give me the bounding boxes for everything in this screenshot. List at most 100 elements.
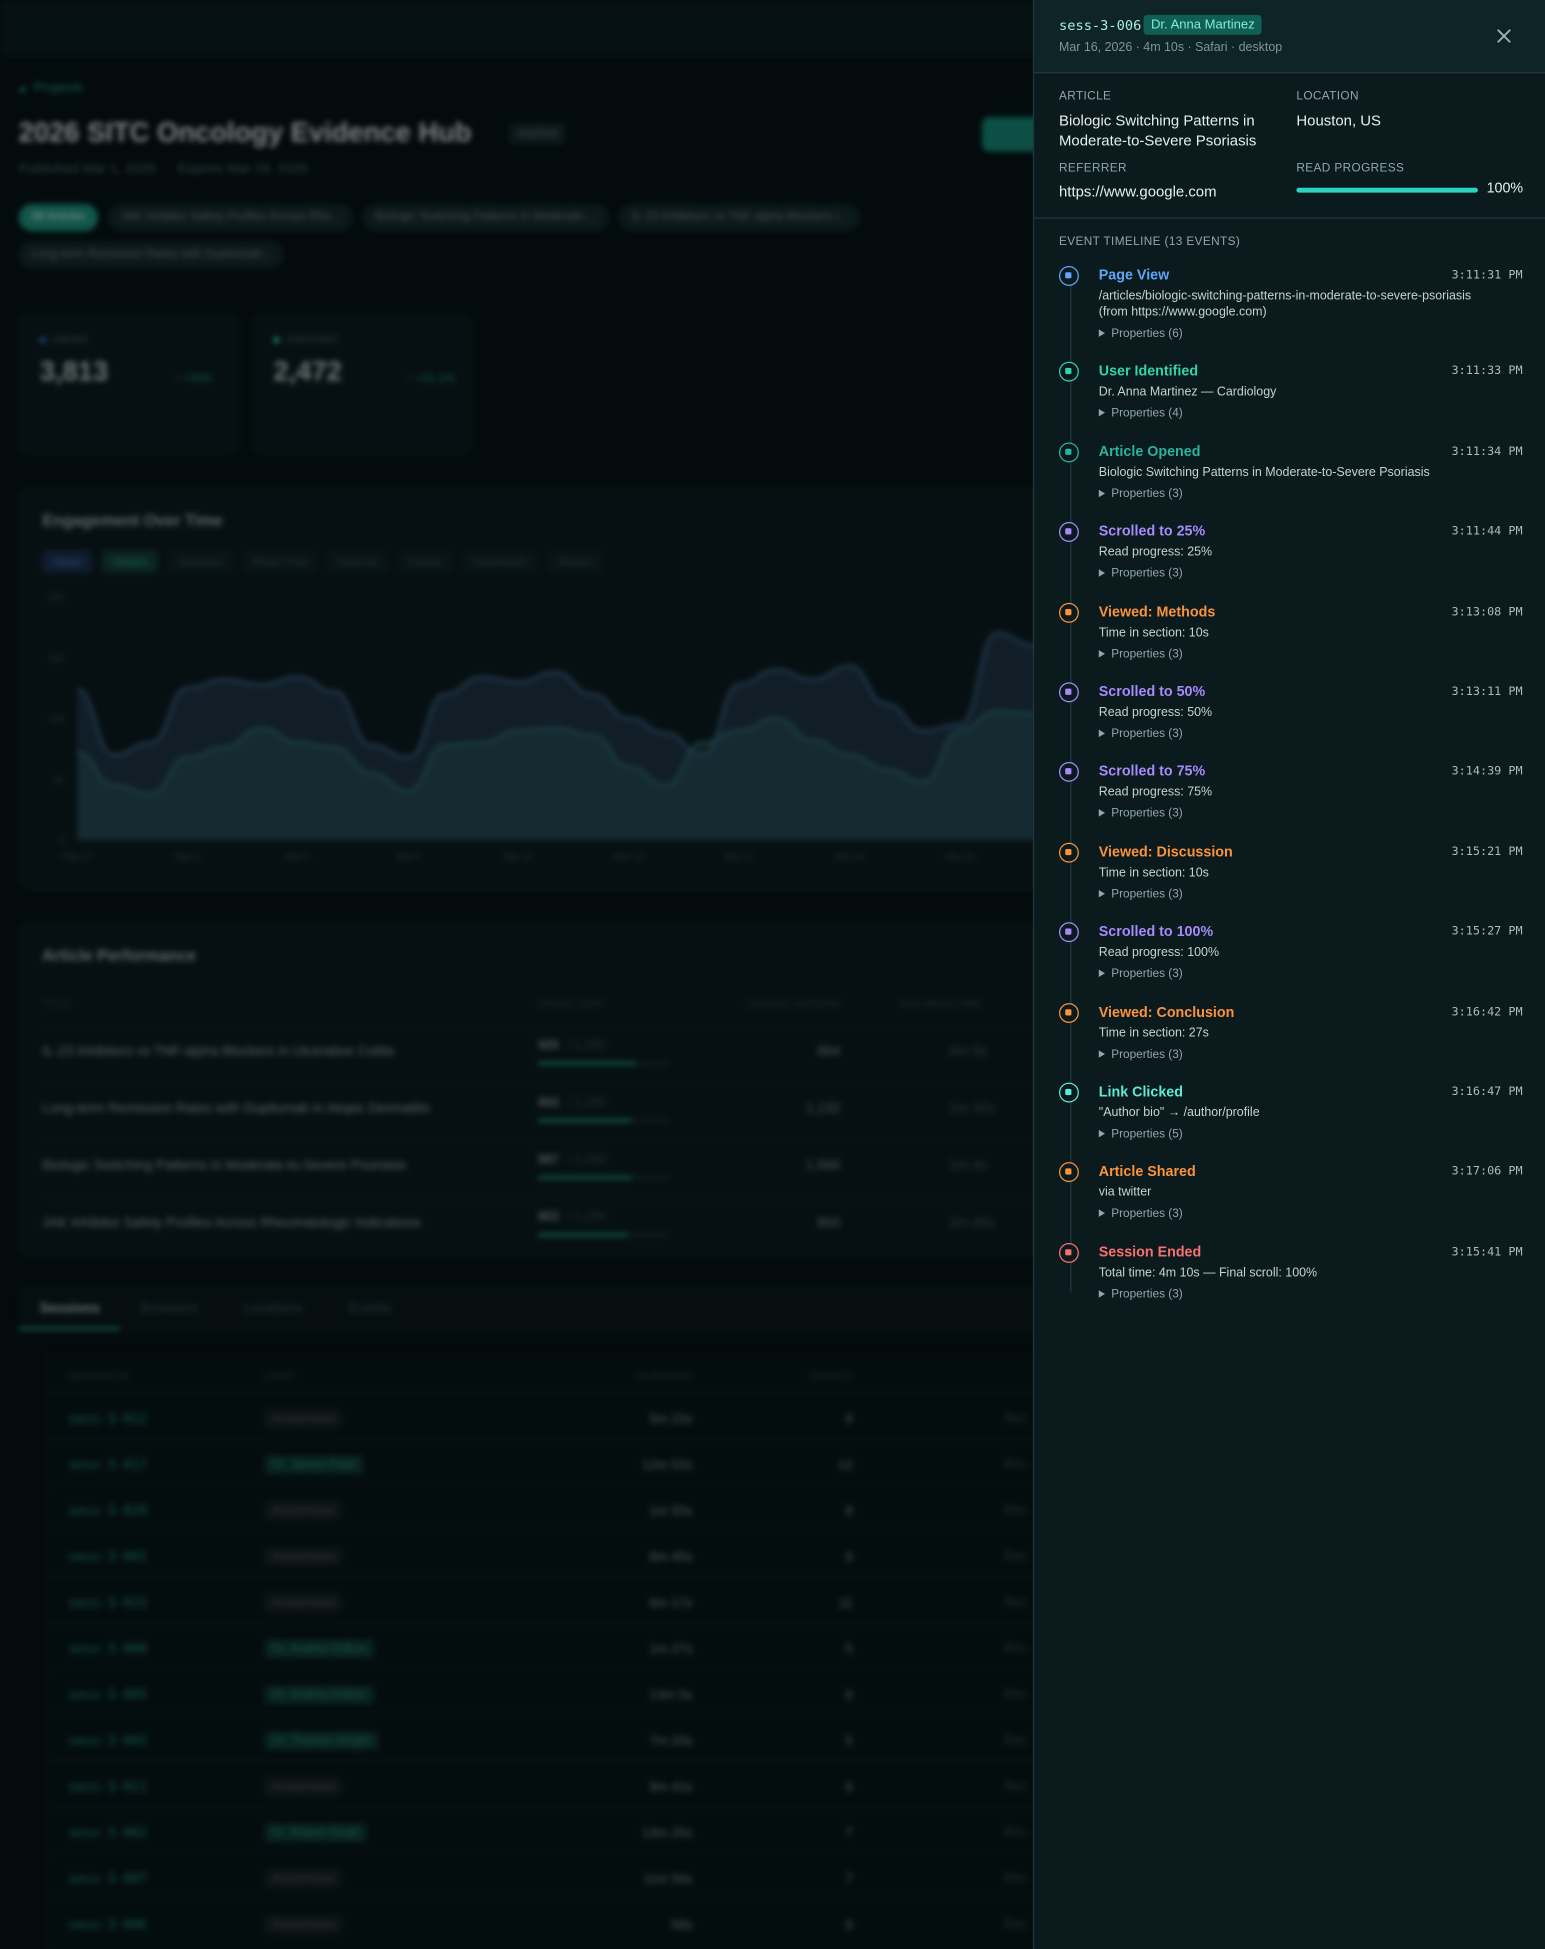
- event-name: Link Clicked: [1098, 1085, 1183, 1100]
- breadcrumb[interactable]: Projects: [33, 80, 83, 96]
- timeline-event: Viewed: Methods 3:13:08 PM Time in section…: [1034, 602, 1545, 662]
- event-properties[interactable]: Properties (6): [1099, 326, 1523, 342]
- session-recording: Rec: [1004, 1779, 1027, 1794]
- field-value: Houston, US: [1296, 111, 1381, 130]
- session-recording: Rec: [1004, 1412, 1027, 1426]
- tab[interactable]: Sessions: [39, 1301, 100, 1317]
- session-user: Dr. Robert Singh: [264, 1823, 367, 1843]
- chart-toggle[interactable]: Views: [42, 550, 92, 574]
- chart-toggle[interactable]: Visitors: [101, 550, 159, 574]
- filter-chip[interactable]: JAK Inhibitor Safety Profiles Across Rhe…: [107, 203, 353, 232]
- filter-chip[interactable]: Long-term Remission Rates with Dupilumab…: [18, 241, 284, 269]
- session-duration: 1m 27s: [649, 1641, 693, 1657]
- session-panel: sess-3-006 Dr. Anna Martinez Mar 16, 202…: [1032, 0, 1545, 1949]
- event-properties[interactable]: Properties (4): [1099, 406, 1523, 422]
- filter-chip[interactable]: Biologic Switching Patterns in Moderate-…: [362, 203, 610, 232]
- date-text: Published Mar 1, 2026: [18, 161, 156, 177]
- event-detail: Total time: 4m 10s — Final scroll: 100%: [1099, 1265, 1523, 1281]
- event-properties[interactable]: Properties (3): [1099, 726, 1523, 742]
- timeline-event: Article Opened 3:11:34 PM Biologic Switchi…: [1034, 442, 1545, 502]
- session-recording: Rec: [1004, 1549, 1027, 1564]
- event-detail: Time in section: 27s: [1099, 1025, 1523, 1041]
- row-divider: [42, 1198, 1112, 1200]
- event-detail-line: "Author bio" → /author/profile: [1098, 1106, 1260, 1120]
- close-button[interactable]: [1497, 29, 1512, 44]
- timeline: Page View 3:11:31 PM/articles/biologic-sw…: [1034, 265, 1545, 1323]
- event-icon: [1059, 1002, 1079, 1023]
- sessions-card: [45, 1354, 1117, 1949]
- event-detail: Read progress: 75%: [1099, 785, 1523, 801]
- status-badge: expired: [509, 123, 566, 145]
- session-duration: 9m 41s: [649, 1779, 693, 1795]
- row-divider: [42, 1141, 1112, 1143]
- progress-track: [1296, 187, 1478, 193]
- event-properties[interactable]: Properties (3): [1099, 806, 1523, 822]
- event-properties[interactable]: Properties (3): [1099, 1286, 1523, 1302]
- cap-label: / 1,250: [568, 1210, 607, 1225]
- chart-toggle[interactable]: Shares: [547, 550, 603, 574]
- session-recording: Rec: [1004, 1504, 1027, 1518]
- event-time: 3:16:47 PM: [1451, 1085, 1523, 1099]
- x-tick-label: Mar 2: [176, 852, 200, 862]
- cap-label: / 1,250: [568, 1153, 607, 1168]
- session-recording: Rec: [1004, 1871, 1027, 1886]
- area-line: [76, 601, 1071, 759]
- session-recording: Rec: [1004, 1733, 1027, 1748]
- views-value: 853: [538, 1210, 559, 1225]
- session-user: Dr. Andrea Volkov: [264, 1685, 374, 1705]
- event-detail: /articles/biologic-switching-patterns-in…: [1099, 288, 1523, 320]
- tab[interactable]: Events: [349, 1301, 392, 1317]
- event-icon-glyph: [1065, 528, 1072, 535]
- event-time: 3:13:11 PM: [1451, 684, 1523, 699]
- session-user: Dr. Andrea Volkov: [264, 1639, 374, 1659]
- chart-toggle[interactable]: Downloads: [462, 550, 538, 574]
- event-properties[interactable]: Properties (3): [1099, 566, 1523, 582]
- field-value: https://www.google.com: [1059, 182, 1217, 201]
- chart-toggle[interactable]: Read Time: [243, 550, 318, 574]
- session-events: 8: [845, 1504, 853, 1519]
- tab[interactable]: Browsers: [140, 1301, 198, 1317]
- tab[interactable]: Locations: [243, 1301, 303, 1317]
- filter-chip[interactable]: IL-23 Inhibitors vs TNF-alpha Blockers i…: [619, 203, 861, 232]
- event-time: 3:13:08 PM: [1451, 604, 1523, 619]
- date-text: Expires Mar 29, 2026: [177, 161, 308, 177]
- row-divider: [45, 1806, 1115, 1808]
- unique-visitors: 1,566: [806, 1158, 841, 1174]
- progress-fill: [1296, 187, 1478, 193]
- event-properties[interactable]: Properties (3): [1099, 646, 1523, 662]
- event-icon-glyph: [1065, 688, 1072, 695]
- event-icon-glyph: [1065, 928, 1072, 935]
- filter-chip[interactable]: All Articles: [18, 203, 98, 232]
- event-time: 3:11:34 PM: [1451, 444, 1523, 459]
- event-detail-line: (from https://www.google.com): [1098, 305, 1267, 320]
- event-icon: [1059, 1242, 1079, 1263]
- row-divider: [45, 1576, 1115, 1578]
- row-divider: [45, 1622, 1115, 1624]
- event-icon-glyph: [1065, 608, 1072, 615]
- chart-toggle[interactable]: Events: [398, 550, 453, 574]
- event-properties[interactable]: Properties (3): [1099, 886, 1523, 902]
- event-detail: "Author bio" → /author/profile: [1099, 1105, 1523, 1121]
- event-icon-glyph: [1065, 1008, 1072, 1015]
- event-properties[interactable]: Properties (3): [1099, 486, 1523, 502]
- chart-toggle[interactable]: Sessions: [168, 550, 234, 574]
- session-user: Anonymous: [264, 1501, 343, 1521]
- x-tick-label: Mar 5: [286, 852, 310, 862]
- event-detail: Read progress: 100%: [1099, 945, 1523, 961]
- chart-toggle[interactable]: Sources: [327, 550, 389, 574]
- event-icon-glyph: [1065, 272, 1072, 279]
- event-properties[interactable]: Properties (3): [1099, 1046, 1523, 1062]
- event-name: Viewed: Discussion: [1098, 844, 1233, 860]
- stat-label: VISITORS: [285, 333, 338, 346]
- event-properties[interactable]: Properties (5): [1099, 1126, 1523, 1142]
- session-user: Anonymous: [264, 1777, 343, 1797]
- event-properties[interactable]: Properties (3): [1099, 966, 1523, 982]
- event-time: 3:15:41 PM: [1451, 1245, 1523, 1259]
- page-title: 2026 SITC Oncology Evidence Hub: [18, 116, 472, 148]
- field-label: LOCATION: [1296, 89, 1359, 104]
- engagement-chart: 0 50 100 150 200 Feb 27 Mar 2 Mar 5 Mar 8 Mar 11 M…: [49, 592, 1119, 862]
- user-badge: Dr. Anna Martinez: [1143, 14, 1263, 35]
- tab-bar: [18, 1286, 1113, 1333]
- event-properties[interactable]: Properties (3): [1099, 1206, 1523, 1222]
